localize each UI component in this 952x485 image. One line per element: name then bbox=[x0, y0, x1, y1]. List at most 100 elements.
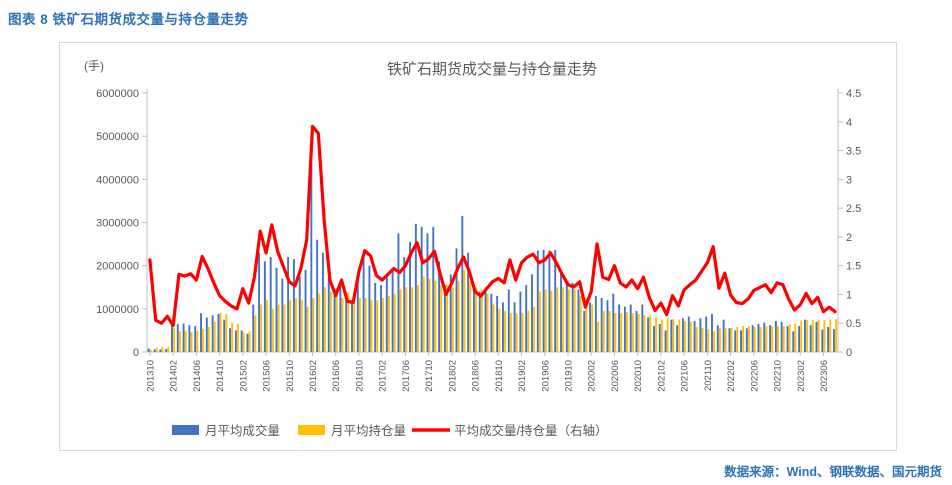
bar-open-interest bbox=[782, 326, 785, 352]
bar-open-interest bbox=[591, 304, 594, 352]
bar-volume bbox=[304, 269, 307, 352]
bar-volume bbox=[803, 319, 806, 353]
bar-volume bbox=[565, 281, 568, 352]
bar-volume bbox=[269, 257, 272, 352]
bar-open-interest bbox=[742, 326, 745, 352]
bar-open-interest bbox=[498, 308, 501, 352]
combo-chart: 铁矿石期货成交量与持仓量走势 (手) 0 1000000 2000000 300000… bbox=[84, 59, 861, 438]
right-axis-tick-label: 0.5 bbox=[846, 318, 861, 330]
bar-volume bbox=[426, 233, 429, 352]
bar-open-interest bbox=[823, 320, 826, 352]
x-axis-tick-label: 201910 bbox=[563, 360, 574, 392]
bar-volume bbox=[670, 319, 673, 353]
bar-open-interest bbox=[538, 291, 541, 352]
bar-volume bbox=[351, 300, 353, 352]
bar-volume bbox=[583, 310, 586, 352]
bar-open-interest bbox=[608, 310, 611, 352]
bar-open-interest bbox=[684, 320, 687, 352]
bar-open-interest bbox=[521, 313, 524, 352]
bar-open-interest bbox=[631, 313, 634, 352]
x-axis-tick-label: 201810 bbox=[494, 360, 505, 392]
x-axis-tick-label: 201902 bbox=[517, 360, 528, 392]
bar-volume bbox=[722, 319, 725, 353]
bar-open-interest bbox=[440, 285, 443, 352]
bar-open-interest bbox=[533, 306, 536, 352]
bar-volume bbox=[194, 326, 197, 352]
bar-volume bbox=[577, 289, 580, 352]
bar-volume bbox=[821, 329, 824, 352]
bar-open-interest bbox=[283, 304, 286, 352]
bar-open-interest bbox=[811, 320, 814, 352]
x-axis-tick-label: 201310 bbox=[145, 360, 156, 392]
bar-open-interest bbox=[271, 308, 274, 352]
x-axis-tick-label: 202306 bbox=[819, 360, 830, 392]
x-axis-tick-label: 202102 bbox=[656, 360, 667, 392]
left-axis-tick-label: 1000000 bbox=[96, 304, 139, 316]
left-axis-tick-label: 4000000 bbox=[96, 174, 139, 186]
bar-open-interest bbox=[573, 289, 576, 352]
bar-volume bbox=[600, 298, 603, 352]
bar-open-interest bbox=[579, 295, 582, 352]
bar-volume bbox=[525, 285, 528, 352]
bar-volume bbox=[502, 302, 504, 352]
x-axis-tick-label: 202202 bbox=[726, 360, 737, 392]
x-axis-tick-label: 202210 bbox=[773, 360, 784, 392]
bar-open-interest bbox=[765, 326, 768, 352]
chart-title: 铁矿石期货成交量与持仓量走势 bbox=[387, 60, 597, 78]
chart-frame: 铁矿石期货成交量与持仓量走势 (手) 0 1000000 2000000 300000… bbox=[59, 42, 897, 451]
bar-volume bbox=[275, 267, 278, 352]
x-axis-tick-label: 201602 bbox=[308, 360, 319, 392]
bar-open-interest bbox=[475, 287, 477, 352]
bar-volume bbox=[705, 316, 708, 352]
x-axis-tick-label: 201702 bbox=[378, 360, 389, 392]
bar-volume bbox=[757, 323, 760, 352]
bar-open-interest bbox=[689, 321, 692, 352]
bar-volume bbox=[362, 257, 365, 352]
bar-volume bbox=[711, 314, 713, 352]
bar-volume bbox=[682, 318, 684, 352]
bar-volume bbox=[461, 216, 464, 352]
bar-open-interest bbox=[370, 300, 373, 352]
bar-volume bbox=[478, 291, 481, 352]
bar-volume bbox=[554, 250, 557, 352]
bar-volume bbox=[223, 319, 226, 353]
bar-volume bbox=[409, 241, 411, 353]
bar-volume bbox=[594, 295, 597, 352]
bar-volume bbox=[716, 325, 719, 352]
bar-volume bbox=[298, 276, 301, 352]
x-axis-tick-label: 201410 bbox=[215, 360, 226, 392]
bar-open-interest bbox=[347, 292, 350, 352]
bar-open-interest bbox=[550, 290, 553, 352]
bar-volume bbox=[531, 274, 533, 352]
bar-volume bbox=[147, 348, 150, 352]
x-axis-tick-label: 201510 bbox=[285, 360, 296, 392]
bar-volume bbox=[815, 321, 818, 352]
bar-volume bbox=[548, 250, 551, 352]
x-axis-tick-label: 201606 bbox=[331, 360, 342, 392]
bar-volume bbox=[809, 325, 812, 352]
bar-volume bbox=[560, 269, 562, 352]
bar-open-interest bbox=[266, 300, 268, 352]
bar-volume bbox=[490, 293, 493, 352]
bar-volume bbox=[281, 278, 284, 352]
bar-volume bbox=[647, 317, 650, 352]
left-axis-tick-label: 5000000 bbox=[96, 131, 139, 143]
bar-volume bbox=[472, 285, 475, 352]
bar-volume bbox=[658, 323, 661, 352]
bar-volume bbox=[496, 295, 499, 352]
bar-open-interest bbox=[672, 319, 675, 352]
bar-open-interest bbox=[817, 320, 820, 352]
bar-open-interest bbox=[800, 320, 803, 352]
left-axis-unit-label: (手) bbox=[84, 59, 104, 73]
bar-open-interest bbox=[242, 332, 245, 352]
x-axis-tick-label: 202010 bbox=[633, 360, 644, 392]
x-axis-tick-label: 201706 bbox=[401, 360, 412, 392]
figure-caption: 图表 8 铁矿石期货成交量与持仓量走势 bbox=[8, 12, 249, 27]
bar-volume bbox=[240, 330, 243, 352]
bar-volume bbox=[612, 293, 615, 352]
x-axis-tick-label: 201610 bbox=[354, 360, 365, 392]
bar-open-interest bbox=[829, 319, 832, 353]
bar-open-interest bbox=[411, 287, 414, 352]
bar-volume bbox=[728, 328, 731, 352]
bar-open-interest bbox=[231, 322, 234, 352]
